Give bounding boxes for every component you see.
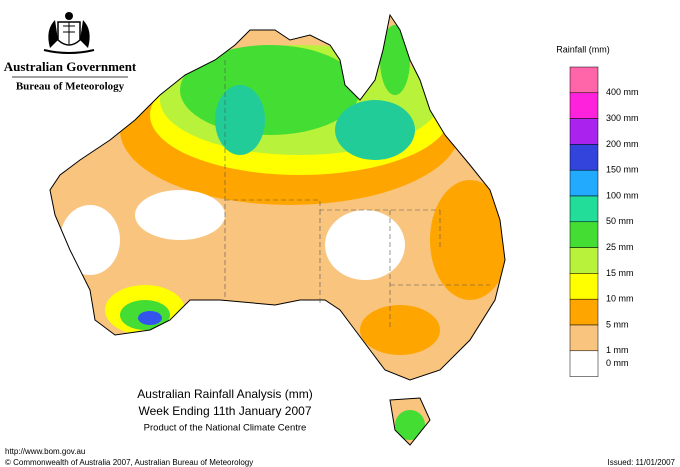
legend-swatch	[569, 273, 599, 300]
org-name: Australian Government	[4, 59, 137, 74]
legend-label: 50 mm	[606, 216, 634, 226]
legend-swatch	[569, 324, 599, 352]
legend-swatch	[569, 195, 599, 223]
copyright: © Commonwealth of Australia 2007, Austra…	[5, 458, 253, 467]
legend-swatch	[569, 298, 599, 326]
legend-label: 0 mm	[606, 358, 629, 368]
legend-swatch	[569, 118, 599, 145]
legend-swatch	[569, 66, 599, 94]
legend-swatch	[569, 169, 599, 197]
legend-title: Rainfall (mm)	[556, 44, 610, 54]
agency-name: Bureau of Meteorology	[16, 81, 125, 93]
website: http://www.bom.gov.au	[5, 447, 85, 456]
legend-label: 100 mm	[606, 190, 639, 200]
legend-label: 300 mm	[606, 113, 639, 123]
legend-swatch	[569, 144, 599, 171]
issued-date: Issued: 11/01/2007	[608, 458, 676, 467]
legend-label: 1 mm	[606, 345, 629, 355]
legend-swatch	[569, 247, 599, 274]
legend-swatch	[569, 350, 599, 377]
map-title: Australian Rainfall Analysis (mm)	[137, 387, 312, 401]
coat-of-arms	[43, 12, 95, 54]
rainfall-field	[50, 15, 505, 445]
legend-label: 150 mm	[606, 165, 639, 175]
legend: 400 mm 300 mm 200 mm 150 mm 100 mm 50 mm 25 mm…	[569, 66, 639, 377]
legend-label: 15 mm	[606, 268, 634, 278]
map-subtitle: Week Ending 11th January 2007	[138, 404, 311, 418]
legend-swatch	[569, 221, 599, 248]
legend-label: 5 mm	[606, 319, 629, 329]
legend-label: 25 mm	[606, 242, 634, 252]
legend-label: 200 mm	[606, 139, 639, 149]
map-credit: Product of the National Climate Centre	[144, 423, 307, 434]
state-borders	[224, 60, 490, 330]
legend-swatch	[569, 92, 599, 119]
coastline	[49, 13, 506, 446]
legend-label: 400 mm	[606, 87, 639, 97]
legend-label: 10 mm	[606, 294, 634, 304]
